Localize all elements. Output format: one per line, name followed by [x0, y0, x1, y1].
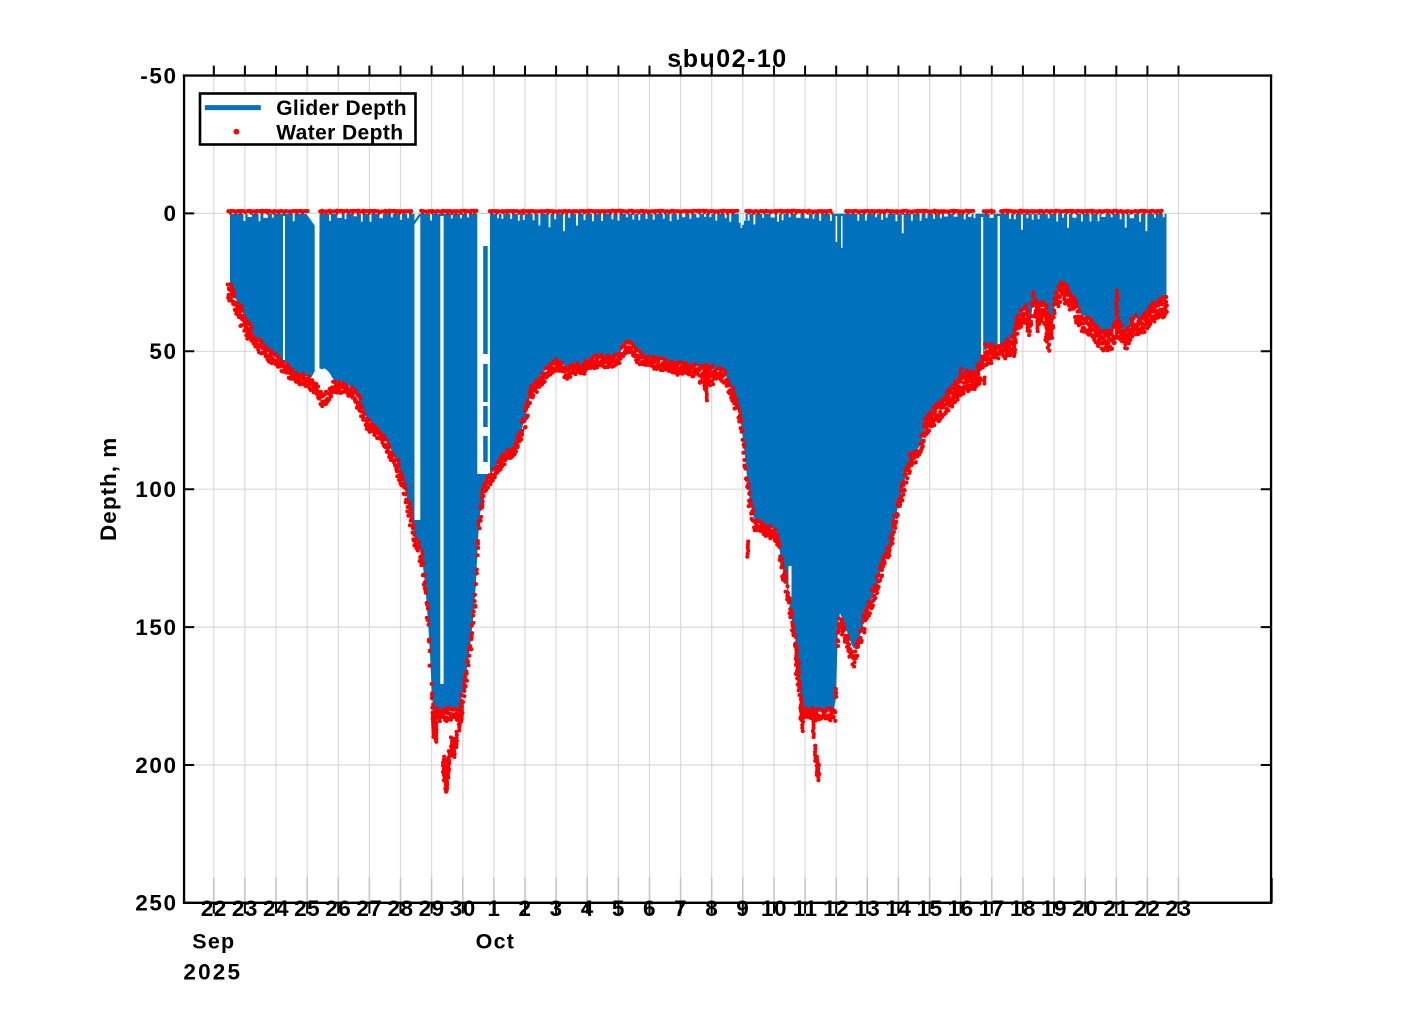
svg-text:10: 10 [761, 896, 787, 921]
svg-text:7: 7 [674, 896, 687, 921]
svg-text:Glider Depth: Glider Depth [276, 97, 407, 120]
svg-text:19: 19 [1041, 896, 1067, 921]
svg-text:28: 28 [387, 896, 413, 921]
svg-text:21: 21 [1103, 896, 1129, 921]
svg-text:22: 22 [201, 896, 227, 921]
svg-text:15: 15 [917, 896, 943, 921]
svg-text:30: 30 [450, 896, 476, 921]
svg-text:2: 2 [518, 896, 531, 921]
svg-text:27: 27 [356, 896, 382, 921]
svg-text:5: 5 [612, 896, 625, 921]
svg-text:Sep: Sep [192, 929, 235, 953]
svg-text:1: 1 [487, 896, 500, 921]
svg-text:150: 150 [135, 615, 177, 640]
svg-text:8: 8 [705, 896, 718, 921]
svg-text:11: 11 [793, 896, 818, 921]
svg-text:12: 12 [823, 896, 849, 921]
svg-text:13: 13 [854, 896, 880, 921]
svg-text:-50: -50 [140, 63, 177, 88]
svg-text:0: 0 [163, 201, 177, 226]
svg-text:22: 22 [1134, 896, 1160, 921]
svg-text:3: 3 [550, 896, 563, 921]
svg-text:16: 16 [948, 896, 974, 921]
svg-text:200: 200 [135, 753, 177, 778]
svg-text:6: 6 [643, 896, 656, 921]
svg-text:29: 29 [419, 896, 445, 921]
svg-text:sbu02-10: sbu02-10 [667, 45, 787, 73]
svg-text:100: 100 [135, 477, 177, 502]
svg-text:2025: 2025 [183, 960, 242, 985]
svg-text:Oct: Oct [476, 929, 515, 953]
svg-text:50: 50 [149, 339, 177, 364]
svg-text:Water Depth: Water Depth [276, 121, 403, 144]
svg-text:23: 23 [1165, 896, 1191, 921]
svg-text:24: 24 [263, 896, 289, 921]
svg-text:25: 25 [294, 896, 320, 921]
svg-text:17: 17 [979, 896, 1005, 921]
svg-text:Depth, m: Depth, m [96, 437, 121, 541]
svg-text:4: 4 [581, 896, 594, 921]
svg-text:18: 18 [1010, 896, 1036, 921]
svg-text:14: 14 [885, 896, 911, 921]
svg-text:250: 250 [135, 891, 177, 916]
svg-text:20: 20 [1072, 896, 1098, 921]
svg-text:23: 23 [232, 896, 258, 921]
svg-text:9: 9 [736, 896, 749, 921]
svg-text:26: 26 [325, 896, 351, 921]
